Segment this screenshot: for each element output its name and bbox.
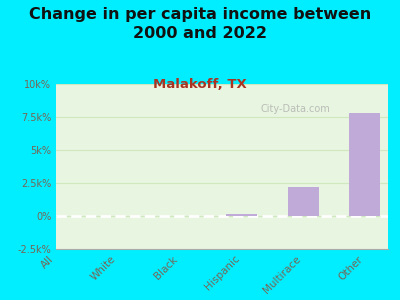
Bar [288,187,318,216]
Text: City-Data.com: City-Data.com [260,104,330,114]
Bar [226,214,257,216]
Text: Change in per capita income between
2000 and 2022: Change in per capita income between 2000… [29,8,371,41]
Text: Malakoff, TX: Malakoff, TX [153,78,247,91]
Bar [349,113,380,216]
